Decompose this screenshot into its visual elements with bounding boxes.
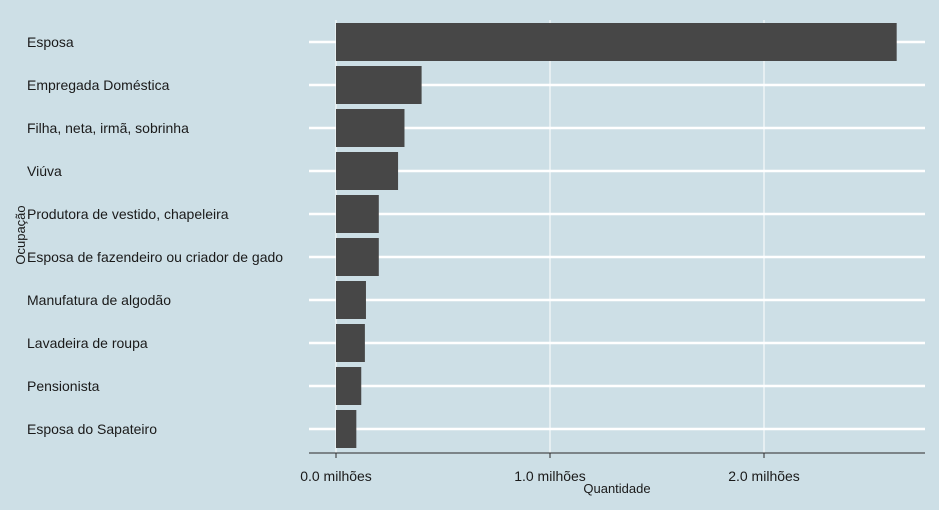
x-tick-label: 1.0 milhões	[514, 468, 586, 484]
category-labels: Esposa Empregada Doméstica Filha, neta, ir…	[27, 34, 283, 437]
bar	[336, 66, 422, 104]
x-axis-title: Quantidade	[583, 481, 650, 496]
category-label: Filha, neta, irmã, sobrinha	[27, 120, 189, 136]
bar	[336, 238, 379, 276]
category-label: Esposa do Sapateiro	[27, 421, 157, 437]
x-axis: 0.0 milhões 1.0 milhões 2.0 milhões	[300, 452, 925, 484]
category-label: Esposa de fazendeiro ou criador de gado	[27, 249, 283, 265]
grid-layer	[309, 20, 925, 453]
y-axis-title: Ocupação	[13, 205, 28, 264]
bar	[336, 152, 399, 190]
x-tick-label: 0.0 milhões	[300, 468, 372, 484]
category-label: Esposa	[27, 34, 74, 50]
category-label: Pensionista	[27, 378, 100, 394]
bar	[336, 410, 357, 448]
bar	[336, 281, 366, 319]
category-label: Lavadeira de roupa	[27, 335, 148, 351]
category-label: Empregada Doméstica	[27, 77, 170, 93]
category-label: Manufatura de algodão	[27, 292, 171, 308]
category-label: Viúva	[27, 163, 62, 179]
bar	[336, 109, 405, 147]
category-label: Produtora de vestido, chapeleira	[27, 206, 229, 222]
bar	[336, 367, 362, 405]
bar	[336, 23, 897, 61]
bar	[336, 195, 379, 233]
x-tick-label: 2.0 milhões	[728, 468, 800, 484]
bars-layer	[336, 23, 897, 448]
bar	[336, 324, 365, 362]
